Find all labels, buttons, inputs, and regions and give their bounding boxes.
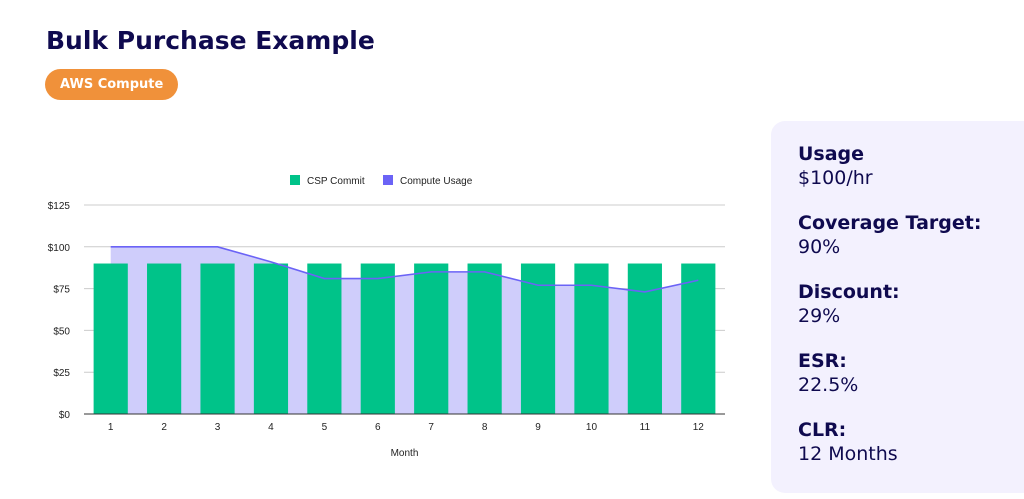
metric-value: 90% <box>798 236 841 258</box>
legend-label: CSP Commit <box>307 176 365 187</box>
compute-usage-area <box>110 246 699 414</box>
csp-commit-bar <box>520 263 556 414</box>
compute-usage-line <box>110 246 699 293</box>
metric-value: 12 Months <box>798 443 898 465</box>
csp-commit-bar <box>681 263 716 414</box>
x-tick-label: 8 <box>482 422 488 433</box>
csp-commit-bar <box>360 263 395 414</box>
x-tick-label: 12 <box>693 422 705 433</box>
legend-swatch <box>290 175 300 185</box>
metric-esr: ESR: 22.5% <box>798 349 858 397</box>
legend-swatch <box>383 175 393 185</box>
metric-discount: Discount: 29% <box>798 280 900 328</box>
metric-label: Usage <box>798 143 865 165</box>
x-tick-label: 7 <box>428 422 434 433</box>
metric-clr: CLR: 12 Months <box>798 418 898 466</box>
csp-commit-bar <box>200 263 235 414</box>
x-tick-label: 10 <box>586 422 598 433</box>
page-title: Bulk Purchase Example <box>46 26 375 55</box>
metric-usage: Usage $100/hr <box>798 142 873 190</box>
metric-label: Coverage Target: <box>798 212 982 234</box>
y-tick-label: $75 <box>53 285 70 296</box>
csp-commit-bar <box>147 263 182 414</box>
metric-value: $100/hr <box>798 167 873 189</box>
csp-commit-bar <box>253 263 289 414</box>
y-tick-label: $100 <box>48 243 71 254</box>
x-tick-label: 4 <box>268 422 274 433</box>
metric-label: ESR: <box>798 350 847 372</box>
x-axis-label: Month <box>391 448 419 459</box>
y-tick-label: $50 <box>53 326 70 337</box>
metric-value: 29% <box>798 305 841 327</box>
csp-commit-bar <box>307 263 342 414</box>
category-badge: AWS Compute <box>45 69 179 100</box>
chart-container: $0 $25 $50 $75 $100 $125 1 2 3 4 5 6 7 8 9 10 11 12 Month C… <box>0 160 760 470</box>
metrics-panel: Usage $100/hr Coverage Target: 90% Disco… <box>771 121 1024 493</box>
metric-label: CLR: <box>798 419 847 441</box>
x-tick-label: 3 <box>215 422 221 433</box>
x-tick-label: 11 <box>640 422 651 433</box>
csp-commit-bar <box>93 263 128 414</box>
x-tick-label: 1 <box>108 422 114 433</box>
x-tick-label: 2 <box>161 422 167 433</box>
metric-label: Discount: <box>798 281 900 303</box>
x-tick-label: 6 <box>375 422 381 433</box>
y-tick-label: $125 <box>48 201 71 212</box>
metric-coverage-target: Coverage Target: 90% <box>798 211 981 259</box>
csp-commit-bar <box>574 263 609 414</box>
csp-commit-bar <box>467 263 502 414</box>
y-tick-label: $0 <box>59 410 71 421</box>
y-tick-label: $25 <box>53 368 70 379</box>
x-tick-label: 5 <box>322 422 328 433</box>
csp-commit-bar <box>627 263 662 414</box>
metric-value: 22.5% <box>798 374 859 396</box>
x-tick-label: 9 <box>535 422 541 433</box>
legend-label: Compute Usage <box>400 176 473 187</box>
csp-commit-bar <box>414 263 449 414</box>
